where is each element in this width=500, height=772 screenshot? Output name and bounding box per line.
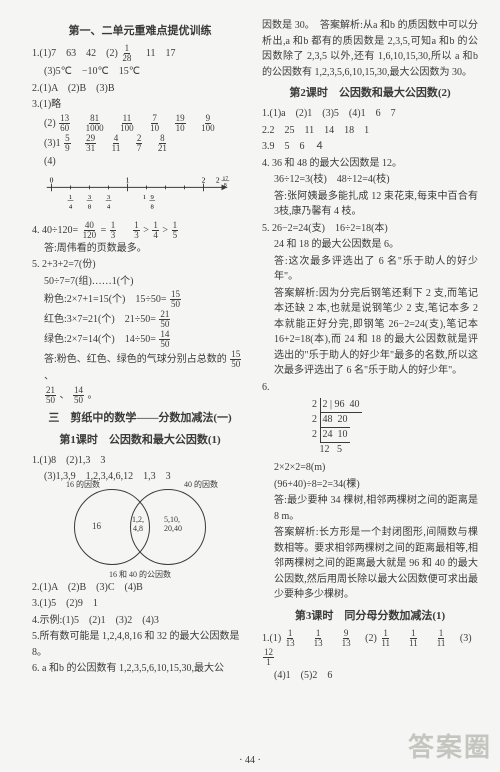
section-title-2: 三 剪纸中的数学——分数加减法(一)	[32, 409, 248, 425]
text-line: 1.(1) 113 113 913 (2) 111 111 111 (3) 12…	[262, 629, 478, 667]
text-line: (2) 1360 811000 11100 710 1910 9100	[32, 114, 248, 133]
svg-text:1: 1	[143, 194, 146, 201]
text-line: (4)1 (5)2 6	[262, 668, 478, 684]
text-line: (3)1 59 2931 411 27 821	[32, 134, 248, 153]
text-line: 36÷12=3(枝) 48÷12=4(枝)	[262, 172, 478, 188]
svg-text:1: 1	[69, 194, 72, 201]
text-line: 2150 、 1450 。	[32, 386, 248, 405]
svg-text:4: 4	[107, 203, 111, 210]
venn-bottom-label: 16 和 40 的公因数	[32, 569, 248, 580]
text-line: 4. 40÷120= 40120 = 13 13 > 14 > 15	[32, 221, 248, 240]
text-line: 4. 36 和 48 的最大公因数是 12。	[262, 156, 478, 172]
text-line: 1.(1)a (2)1 (3)5 (4)1 6 7	[262, 106, 478, 122]
svg-text:8: 8	[88, 203, 92, 210]
text-line: 2.2 25 11 14 18 1	[262, 123, 478, 139]
svg-text:3: 3	[88, 194, 92, 201]
text-line: 答:周伟看的页数最多。	[32, 241, 248, 257]
section-title-3: 第1课时 公因数和最大公因数(1)	[32, 431, 248, 447]
svg-text:8: 8	[224, 182, 227, 188]
section-title-4: 第2课时 公因数和最大公因数(2)	[262, 84, 478, 100]
text-line: 答:这次最多评选出了 6 名"乐于助人的好少年"。	[262, 254, 478, 285]
text-line: 5.所有数可能是 1,2,4,8,16 和 32 的最大公因数是 8。	[32, 629, 248, 660]
text-line: 24 和 18 的最大公因数是 6。	[262, 237, 478, 253]
text-line: 3.(1)5 (2)9 1	[32, 596, 248, 612]
watermark: 答案圈	[408, 727, 492, 764]
text-line: 答案解析:因为分完后钢笔还剩下 2 支,而笔记本还缺 2 本,也就是说钢笔少 2…	[262, 286, 478, 379]
number-line: 0 1 2 2 17 8 14 38 34 198	[42, 176, 232, 216]
text-line: 6.	[262, 380, 478, 396]
text-line: 4.示例:(1)5 (2)1 (3)2 (4)3	[32, 613, 248, 629]
section-title-1: 第一、二单元重难点提优训练	[32, 22, 248, 38]
text-line: 3.9 5 6 ４	[262, 139, 478, 155]
section-title-5: 第3课时 同分母分数加减法(1)	[262, 607, 478, 623]
svg-text:0: 0	[50, 176, 54, 185]
svg-text:1: 1	[126, 176, 130, 185]
text-line: (96+40)÷8=2=34(棵)	[262, 477, 478, 493]
text-line: 5. 2+3+2=7(份)	[32, 257, 248, 273]
text-line: 50÷7=7(组)……1(个)	[32, 274, 248, 290]
svg-text:4: 4	[69, 203, 73, 210]
svg-text:8: 8	[151, 203, 155, 210]
text-line: 答案解析:长方形是一个封闭图形,间隔数与棵数相等。要求相邻两棵树之间的距离最相等…	[262, 525, 478, 603]
text-line: 答:最少要种 34 棵树,相邻两棵树之间的距离是 8 m。	[262, 493, 478, 524]
venn-diagram: 16 的因数 40 的因数 16 1,2, 4,8 5,10, 20,40	[60, 489, 220, 567]
fraction: 128	[121, 44, 132, 63]
text-line: 3.(1)略	[32, 97, 248, 113]
text-line: 答:粉色、红色、绿色的气球分别占总数的 1550 、	[32, 350, 248, 385]
long-division: 2 2 | 96 40 2 48 20 2 24 10 12 5	[312, 398, 478, 457]
text-line: 红色:3×7=21(个) 21÷50= 2150	[32, 310, 248, 329]
text-line: 6. a 和b 的公因数有 1,2,3,5,6,10,15,30,最大公	[32, 661, 248, 677]
text-line: 答:张阿姨最多能扎成 12 束花束,每束中百合有3枝,康乃馨有 4 枝。	[262, 189, 478, 220]
text-line: 粉色:2×7+1=15(个) 15÷50= 1550	[32, 290, 248, 309]
text-line: 2.(1)A (2)B (3)C (4)B	[32, 580, 248, 596]
svg-text:9: 9	[151, 194, 155, 201]
svg-text:3: 3	[107, 194, 111, 201]
svg-text:2: 2	[216, 176, 220, 185]
svg-text:2: 2	[202, 176, 206, 185]
text-line: 2.(1)A (2)B (3)B	[32, 81, 248, 97]
text-line: 5. 26−2=24(支) 16÷2=18(本)	[262, 221, 478, 237]
text-line: 1.(1)8 (2)1,3 3	[32, 453, 248, 469]
text-line: 2×2×2=8(m)	[262, 460, 478, 476]
text-line: (3)5℃ −10℃ 15℃	[32, 64, 248, 80]
text-line: 绿色:2×7=14(个) 14÷50= 1450	[32, 330, 248, 349]
text-line: (4)	[32, 154, 248, 170]
right-column: 因数是 30。 答案解析:从a 和b 的质因数中可以分析出,a 和b 都有的质因…	[262, 18, 478, 684]
left-column: 第一、二单元重难点提优训练 1.(1)7 63 42 (2) 128 11 17…	[32, 18, 248, 684]
text-line: 1.(1)7 63 42 (2) 128 11 17	[32, 44, 248, 63]
text-line: 因数是 30。 答案解析:从a 和b 的质因数中可以分析出,a 和b 都有的质因…	[262, 18, 478, 80]
